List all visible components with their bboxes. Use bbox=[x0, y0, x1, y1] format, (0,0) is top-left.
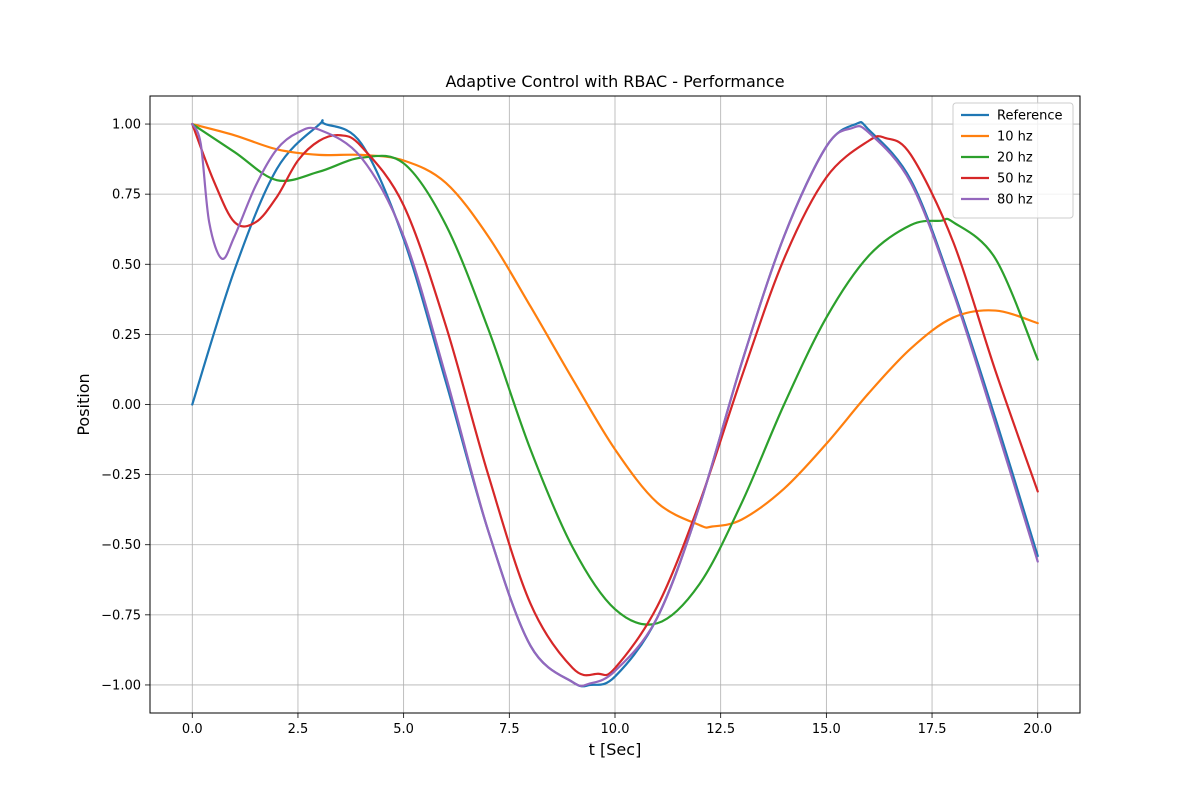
y-tick-label: 1.00 bbox=[112, 118, 141, 133]
y-tick-label: 0.50 bbox=[112, 258, 141, 273]
y-axis-ticks: −1.00 −0.75 −0.50 −0.25 0.00 0.25 0.50 0.75 1.00 bbox=[101, 118, 150, 693]
series-line-reference bbox=[191, 119, 1039, 688]
y-tick-label: −0.25 bbox=[101, 468, 141, 483]
series-line-80-hz bbox=[191, 122, 1039, 688]
x-tick-label: 20.0 bbox=[1023, 722, 1052, 737]
x-tick-label: 0.0 bbox=[182, 722, 203, 737]
x-tick-label: 5.0 bbox=[393, 722, 414, 737]
x-tick-label: 17.5 bbox=[918, 722, 947, 737]
legend-label: 20 hz bbox=[997, 151, 1033, 166]
x-tick-label: 2.5 bbox=[288, 722, 309, 737]
legend-label: 50 hz bbox=[997, 172, 1033, 187]
y-tick-label: −0.75 bbox=[101, 608, 141, 623]
x-axis-ticks: 0.0 2.5 5.0 7.5 10.0 12.5 15.0 17.5 20.0 bbox=[182, 713, 1052, 737]
x-axis-label: t [Sec] bbox=[589, 740, 642, 759]
y-tick-label: 0.25 bbox=[112, 328, 141, 343]
chart-title: Adaptive Control with RBAC - Performance bbox=[445, 72, 784, 91]
plot-series bbox=[191, 119, 1039, 688]
series-line-50-hz bbox=[191, 122, 1039, 677]
legend-label: 80 hz bbox=[997, 193, 1033, 208]
series-line-10-hz bbox=[191, 122, 1039, 529]
x-tick-label: 7.5 bbox=[499, 722, 520, 737]
legend-label: Reference bbox=[997, 109, 1062, 124]
y-tick-label: 0.75 bbox=[112, 188, 141, 203]
y-tick-label: 0.00 bbox=[112, 398, 141, 413]
x-tick-label: 15.0 bbox=[812, 722, 841, 737]
y-tick-label: −0.50 bbox=[101, 538, 141, 553]
x-tick-label: 12.5 bbox=[706, 722, 735, 737]
y-tick-label: −1.00 bbox=[101, 678, 141, 693]
legend-label: 10 hz bbox=[997, 130, 1033, 145]
legend-box bbox=[952, 102, 1074, 219]
x-tick-label: 10.0 bbox=[601, 722, 630, 737]
legend: Reference 10 hz 20 hz 50 hz 80 hz bbox=[952, 102, 1074, 219]
y-axis-label: Position bbox=[74, 373, 93, 435]
